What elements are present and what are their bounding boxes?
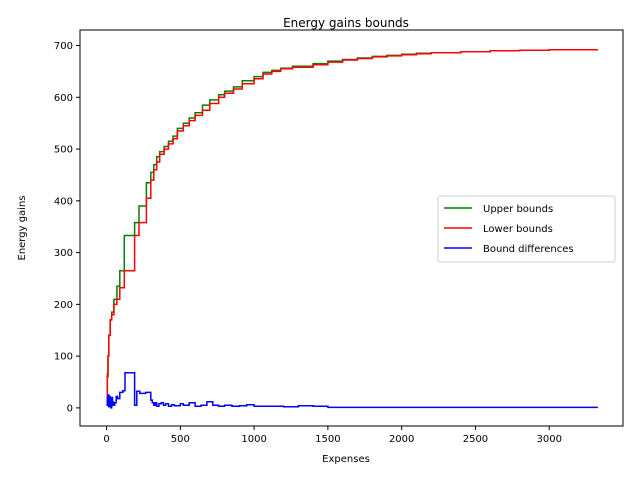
y-tick-label: 500: [54, 145, 73, 156]
x-tick-label: 2000: [389, 434, 414, 445]
y-axis-label: Energy gains: [17, 196, 28, 261]
y-tick-label: 300: [54, 248, 73, 259]
plot-series: [106, 48, 598, 409]
legend: Upper bounds Lower bounds Bound difference…: [437, 195, 616, 263]
y-axis: 0 100 200 300 400 500 600 700: [54, 41, 80, 414]
x-axis-label: Expenses: [322, 454, 370, 465]
x-tick-label: 3000: [536, 434, 561, 445]
x-tick-label: 500: [171, 434, 190, 445]
x-tick-label: 1000: [241, 434, 266, 445]
plot-frame: [79, 29, 624, 427]
y-tick-label: 600: [54, 93, 73, 104]
x-tick-label: 1500: [315, 434, 340, 445]
y-tick-label: 0: [67, 403, 73, 414]
chart-title: Energy gains bounds: [283, 16, 409, 30]
legend-frame: [437, 195, 616, 263]
x-axis: 0 500 1000 1500 2000 2500 3000: [103, 426, 562, 445]
y-tick-label: 700: [54, 41, 73, 52]
legend-label-2: Bound differences: [483, 244, 574, 255]
y-tick-label: 400: [54, 196, 73, 207]
series-line-2: [106, 371, 598, 409]
legend-label-0: Upper bounds: [483, 204, 553, 215]
x-tick-label: 0: [103, 434, 109, 445]
x-tick-label: 2500: [463, 434, 488, 445]
y-tick-label: 200: [54, 300, 73, 311]
legend-label-1: Lower bounds: [483, 224, 553, 235]
series-line-1: [106, 48, 598, 407]
y-tick-label: 100: [54, 352, 73, 363]
